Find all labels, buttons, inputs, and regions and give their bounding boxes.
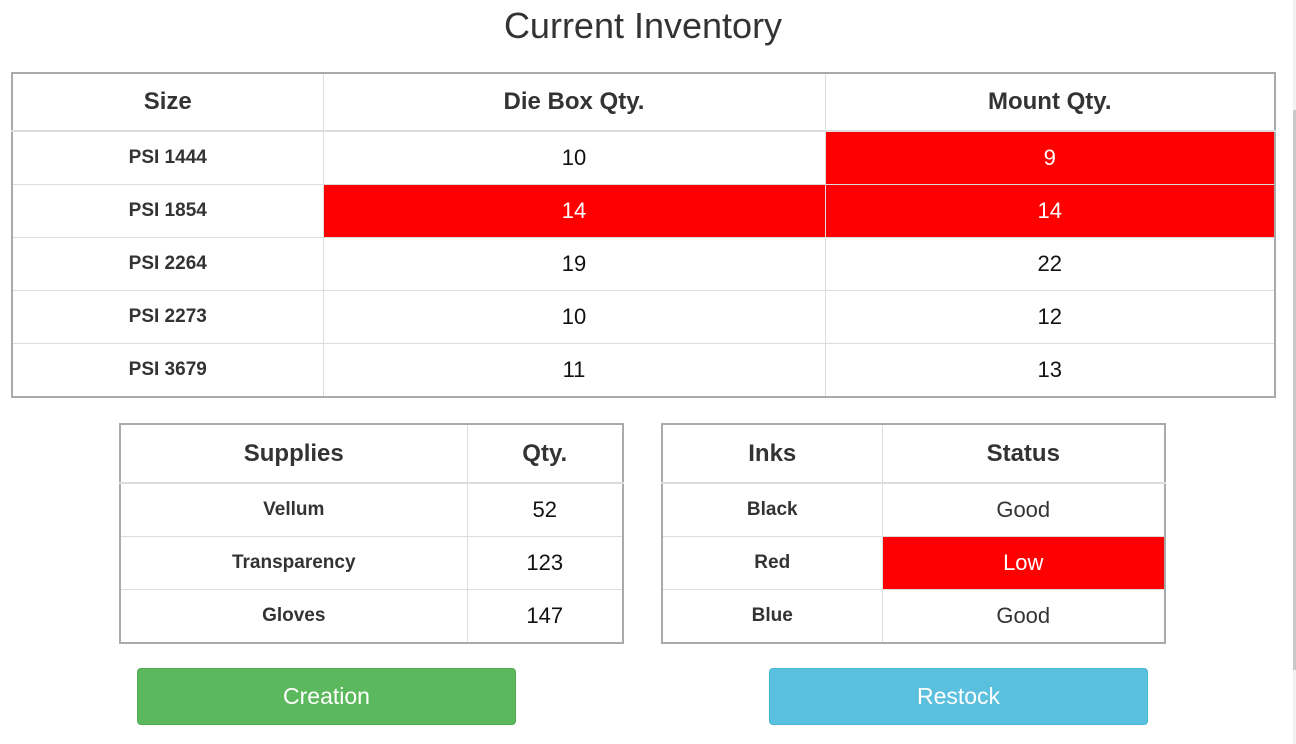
supply-name-cell: Gloves xyxy=(119,589,468,644)
size-cell: PSI 2273 xyxy=(11,290,324,344)
ink-status-cell: Good xyxy=(881,482,1166,537)
header-status: Status xyxy=(881,423,1166,484)
die-box-qty-cell: 19 xyxy=(322,237,826,291)
size-cell: PSI 3679 xyxy=(11,343,324,398)
table-row: Transparency 123 xyxy=(119,536,624,590)
supply-qty-cell: 147 xyxy=(466,589,624,644)
table-row: Black Good xyxy=(661,482,1166,537)
supplies-header-row: Supplies Qty. xyxy=(119,423,624,484)
supply-name-cell: Vellum xyxy=(119,482,468,537)
header-mount-qty: Mount Qty. xyxy=(824,72,1276,132)
die-box-qty-cell: 10 xyxy=(322,130,826,185)
scrollbar-thumb[interactable] xyxy=(1293,110,1296,670)
table-row: PSI 2264 19 22 xyxy=(11,237,1276,291)
table-row: PSI 1444 10 9 xyxy=(11,130,1276,185)
supplies-table: Supplies Qty. Vellum 52 Transparency 123… xyxy=(119,423,624,644)
inventory-table: Size Die Box Qty. Mount Qty. PSI 1444 10… xyxy=(11,72,1276,398)
header-size: Size xyxy=(11,72,324,132)
mount-qty-cell: 13 xyxy=(824,343,1276,398)
ink-name-cell: Blue xyxy=(661,589,883,644)
page-title: Current Inventory xyxy=(503,5,783,46)
inks-header-row: Inks Status xyxy=(661,423,1166,484)
mount-qty-cell: 14 xyxy=(824,184,1276,238)
supply-name-cell: Transparency xyxy=(119,536,468,590)
mount-qty-cell: 22 xyxy=(824,237,1276,291)
ink-name-cell: Red xyxy=(661,536,883,590)
die-box-qty-cell: 14 xyxy=(322,184,826,238)
table-row: PSI 2273 10 12 xyxy=(11,290,1276,344)
header-qty: Qty. xyxy=(466,423,624,484)
supply-qty-cell: 123 xyxy=(466,536,624,590)
restock-button[interactable]: Restock xyxy=(769,668,1148,725)
size-cell: PSI 2264 xyxy=(11,237,324,291)
header-die-box-qty: Die Box Qty. xyxy=(322,72,826,132)
mount-qty-cell: 9 xyxy=(824,130,1276,185)
die-box-qty-cell: 11 xyxy=(322,343,826,398)
ink-name-cell: Black xyxy=(661,482,883,537)
supply-qty-cell: 52 xyxy=(466,482,624,537)
header-inks: Inks xyxy=(661,423,883,484)
ink-status-cell: Low xyxy=(881,536,1166,590)
creation-button[interactable]: Creation xyxy=(137,668,516,725)
table-row: Gloves 147 xyxy=(119,589,624,644)
ink-status-cell: Good xyxy=(881,589,1166,644)
inks-table: Inks Status Black Good Red Low Blue Good xyxy=(661,423,1166,644)
inventory-header-row: Size Die Box Qty. Mount Qty. xyxy=(11,72,1276,132)
size-cell: PSI 1854 xyxy=(11,184,324,238)
table-row: PSI 3679 11 13 xyxy=(11,343,1276,398)
mount-qty-cell: 12 xyxy=(824,290,1276,344)
table-row: PSI 1854 14 14 xyxy=(11,184,1276,238)
die-box-qty-cell: 10 xyxy=(322,290,826,344)
table-row: Vellum 52 xyxy=(119,482,624,537)
header-supplies: Supplies xyxy=(119,423,468,484)
size-cell: PSI 1444 xyxy=(11,130,324,185)
table-row: Red Low xyxy=(661,536,1166,590)
table-row: Blue Good xyxy=(661,589,1166,644)
